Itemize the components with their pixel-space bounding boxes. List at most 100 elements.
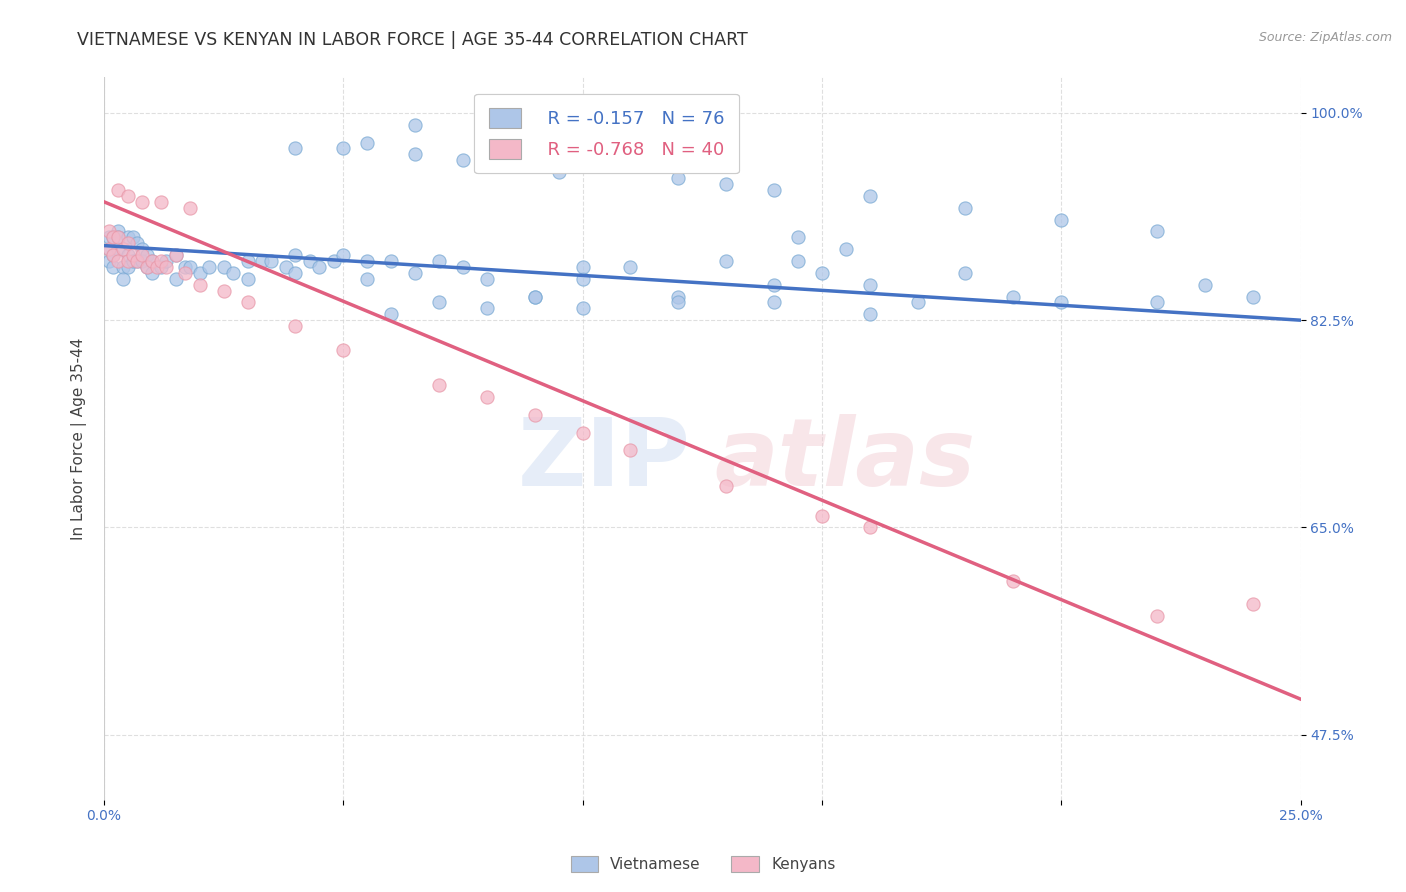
Text: VIETNAMESE VS KENYAN IN LABOR FORCE | AGE 35-44 CORRELATION CHART: VIETNAMESE VS KENYAN IN LABOR FORCE | AG… xyxy=(77,31,748,49)
Point xyxy=(380,307,402,321)
Point xyxy=(165,271,187,285)
Text: Source: ZipAtlas.com: Source: ZipAtlas.com xyxy=(1258,31,1392,45)
Point xyxy=(523,289,546,303)
Point xyxy=(475,112,498,126)
Point xyxy=(131,194,153,209)
Point xyxy=(131,248,153,262)
Point xyxy=(117,189,139,203)
Point xyxy=(859,189,882,203)
Point xyxy=(475,301,498,316)
Point xyxy=(107,183,129,197)
Point xyxy=(571,260,593,274)
Point xyxy=(155,260,177,274)
Point xyxy=(907,295,929,310)
Point xyxy=(835,242,858,256)
Point xyxy=(112,260,135,274)
Point xyxy=(127,236,149,251)
Point xyxy=(250,254,273,268)
Point xyxy=(127,254,149,268)
Point xyxy=(356,254,378,268)
Point xyxy=(404,266,426,280)
Point xyxy=(666,289,689,303)
Point xyxy=(103,248,125,262)
Point xyxy=(179,260,201,274)
Point xyxy=(475,271,498,285)
Point xyxy=(571,271,593,285)
Point xyxy=(103,230,125,244)
Point xyxy=(103,248,125,262)
Point xyxy=(547,165,569,179)
Point xyxy=(155,254,177,268)
Point xyxy=(955,266,977,280)
Point xyxy=(117,248,139,262)
Point xyxy=(955,201,977,215)
Point xyxy=(523,408,546,422)
Point xyxy=(112,242,135,256)
Point xyxy=(117,260,139,274)
Point xyxy=(97,254,120,268)
Point xyxy=(131,254,153,268)
Point xyxy=(174,266,197,280)
Point xyxy=(404,147,426,161)
Point xyxy=(188,266,211,280)
Point xyxy=(136,260,159,274)
Point xyxy=(1146,224,1168,238)
Point xyxy=(571,301,593,316)
Point xyxy=(136,260,159,274)
Point xyxy=(127,254,149,268)
Point xyxy=(298,254,321,268)
Point xyxy=(284,266,307,280)
Point xyxy=(284,141,307,155)
Text: ZIP: ZIP xyxy=(517,414,690,507)
Point xyxy=(121,248,143,262)
Point xyxy=(811,266,834,280)
Point xyxy=(427,378,450,392)
Point xyxy=(260,254,283,268)
Point xyxy=(499,159,522,173)
Point xyxy=(174,260,197,274)
Point xyxy=(117,230,139,244)
Point xyxy=(332,141,354,155)
Point xyxy=(523,112,546,126)
Point xyxy=(619,443,641,458)
Point xyxy=(165,248,187,262)
Point xyxy=(131,242,153,256)
Point xyxy=(859,307,882,321)
Point xyxy=(356,136,378,150)
Point xyxy=(332,248,354,262)
Point xyxy=(1241,598,1264,612)
Point xyxy=(811,508,834,523)
Point xyxy=(107,254,129,268)
Point xyxy=(145,260,167,274)
Point xyxy=(188,277,211,292)
Point xyxy=(451,260,474,274)
Point xyxy=(475,390,498,404)
Point xyxy=(117,236,139,251)
Point xyxy=(404,118,426,132)
Point xyxy=(141,254,163,268)
Point xyxy=(380,254,402,268)
Point xyxy=(97,224,120,238)
Point xyxy=(150,254,173,268)
Point xyxy=(666,171,689,186)
Point xyxy=(141,254,163,268)
Point xyxy=(308,260,330,274)
Legend:   R = -0.157   N = 76,   R = -0.768   N = 40: R = -0.157 N = 76, R = -0.768 N = 40 xyxy=(474,94,738,173)
Point xyxy=(427,254,450,268)
Point xyxy=(619,260,641,274)
Point xyxy=(427,295,450,310)
Point xyxy=(103,260,125,274)
Point xyxy=(165,248,187,262)
Point xyxy=(107,230,129,244)
Point xyxy=(859,520,882,534)
Point xyxy=(332,343,354,357)
Point xyxy=(107,242,129,256)
Point xyxy=(1002,574,1025,588)
Point xyxy=(666,295,689,310)
Point xyxy=(1194,277,1216,292)
Point xyxy=(212,260,235,274)
Point xyxy=(451,153,474,168)
Point xyxy=(97,242,120,256)
Point xyxy=(136,248,159,262)
Point xyxy=(787,230,810,244)
